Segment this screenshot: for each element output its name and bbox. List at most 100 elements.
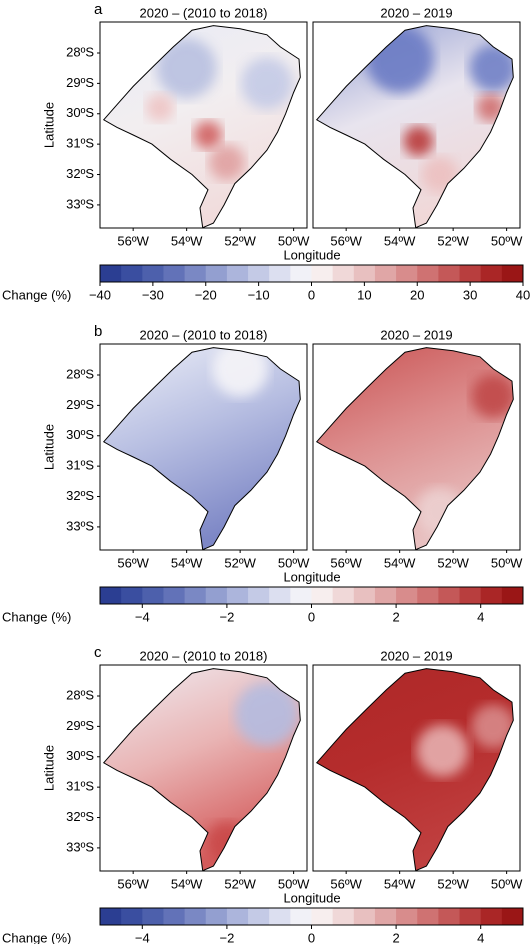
lat-tick-label: 32ºS (66, 809, 94, 824)
field-patch (208, 144, 245, 181)
lat-tick-label: 29ºS (66, 397, 94, 412)
colorbar-tick-label: 10 (357, 287, 371, 302)
lat-tick-label: 31ºS (66, 136, 94, 151)
map-field (316, 668, 514, 871)
colorbar-tick-label: 0 (308, 930, 315, 944)
colorbar-cell (459, 265, 482, 282)
panel-title: 2020 – (2010 to 2018) (140, 327, 268, 342)
colorbar-cell (121, 587, 143, 604)
colorbar-cell (438, 265, 461, 282)
lat-tick-label: 28ºS (66, 366, 94, 381)
field-patch (415, 487, 464, 536)
colorbar-cell (142, 908, 164, 925)
colorbar-cell (248, 908, 270, 925)
colorbar-cell (374, 587, 397, 604)
lat-tick-label: 29ºS (66, 718, 94, 733)
colorbar-tick-label: −4 (135, 930, 150, 944)
colorbar-cell (226, 587, 249, 604)
lat-tick-label: 28ºS (66, 687, 94, 702)
colorbar-cell (290, 908, 312, 925)
lon-tick-label: 54ºW (171, 876, 203, 891)
lon-tick-label: 56ºW (330, 233, 362, 248)
colorbar-cell (205, 265, 228, 282)
x-axis-label: Longitude (283, 247, 340, 262)
field-base (316, 668, 514, 871)
colorbar-cell (290, 587, 312, 604)
state-outline (102, 668, 301, 872)
field-patch (194, 121, 223, 150)
field-patch (156, 38, 217, 99)
lon-tick-label: 50ºW (278, 555, 310, 570)
colorbar-cell (438, 587, 461, 604)
panel-title: 2020 – (2010 to 2018) (140, 648, 268, 663)
colorbar-cell (163, 908, 186, 925)
colorbar-tick-label: −10 (248, 287, 270, 302)
colorbar-tick-label: 40 (516, 287, 530, 302)
colorbar-cell (163, 265, 186, 282)
colorbar-cell (100, 587, 122, 604)
colorbar-label: Change (%) (2, 287, 71, 302)
field-patch (469, 44, 514, 93)
colorbar-cell (417, 265, 439, 282)
colorbar-cell (459, 587, 482, 604)
field-patch (240, 57, 293, 110)
map-field (316, 25, 514, 228)
colorbar-tick-label: −4 (135, 609, 150, 624)
field-patch (416, 724, 469, 777)
field-patch (471, 704, 514, 749)
colorbar-cell (184, 587, 207, 604)
colorbar-cell (269, 265, 291, 282)
colorbar-label: Change (%) (2, 930, 71, 944)
state-outline (102, 347, 301, 551)
colorbar-cell (311, 908, 334, 925)
field-patch (145, 93, 174, 122)
lon-tick-label: 50ºW (278, 876, 310, 891)
colorbar-cell (100, 908, 122, 925)
lat-tick-label: 32ºS (66, 488, 94, 503)
colorbar-cell (374, 265, 397, 282)
colorbar-cell (396, 587, 418, 604)
lat-tick-label: 31ºS (66, 458, 94, 473)
colorbar-tick-label: 4 (477, 609, 484, 624)
x-axis-label: Longitude (283, 890, 340, 905)
field-patch (421, 156, 458, 193)
colorbar-cell (142, 587, 164, 604)
lon-tick-label: 54ºW (384, 555, 416, 570)
colorbar-cell (184, 908, 207, 925)
lon-tick-label: 52ºW (437, 876, 469, 891)
colorbar-cell (205, 908, 228, 925)
colorbar-tick-label: −2 (219, 609, 234, 624)
colorbar-tick-label: −40 (89, 287, 111, 302)
field-patch (234, 682, 299, 747)
y-axis-label: Latitude (41, 745, 56, 791)
colorbar-cell (501, 908, 524, 925)
panel-label: a (94, 1, 103, 18)
colorbar-cell (269, 587, 291, 604)
colorbar-cell (501, 265, 524, 282)
colorbar-cell (290, 265, 312, 282)
colorbar-tick-label: 4 (477, 930, 484, 944)
colorbar-cell (121, 908, 143, 925)
colorbar-cell (396, 265, 418, 282)
state-outline (315, 25, 514, 229)
colorbar-cell (459, 908, 482, 925)
map-field (103, 347, 301, 550)
colorbar-cell (332, 587, 355, 604)
panel-title: 2020 – 2019 (380, 648, 452, 663)
colorbar-cell (311, 265, 334, 282)
colorbar-cell (248, 265, 270, 282)
colorbar-cell (184, 265, 207, 282)
colorbar-cell (100, 265, 122, 282)
lon-tick-label: 50ºW (491, 233, 523, 248)
panel-frame (99, 343, 308, 551)
field-patch (471, 374, 514, 419)
colorbar-cell (121, 265, 143, 282)
colorbar-cell (248, 587, 270, 604)
colorbar-tick-label: 0 (308, 609, 315, 624)
colorbar-cell (205, 587, 228, 604)
lon-tick-label: 56ºW (117, 233, 149, 248)
colorbar-cell (353, 587, 376, 604)
lon-tick-label: 54ºW (171, 555, 203, 570)
colorbar-cell (480, 587, 503, 604)
lon-tick-label: 50ºW (491, 876, 523, 891)
